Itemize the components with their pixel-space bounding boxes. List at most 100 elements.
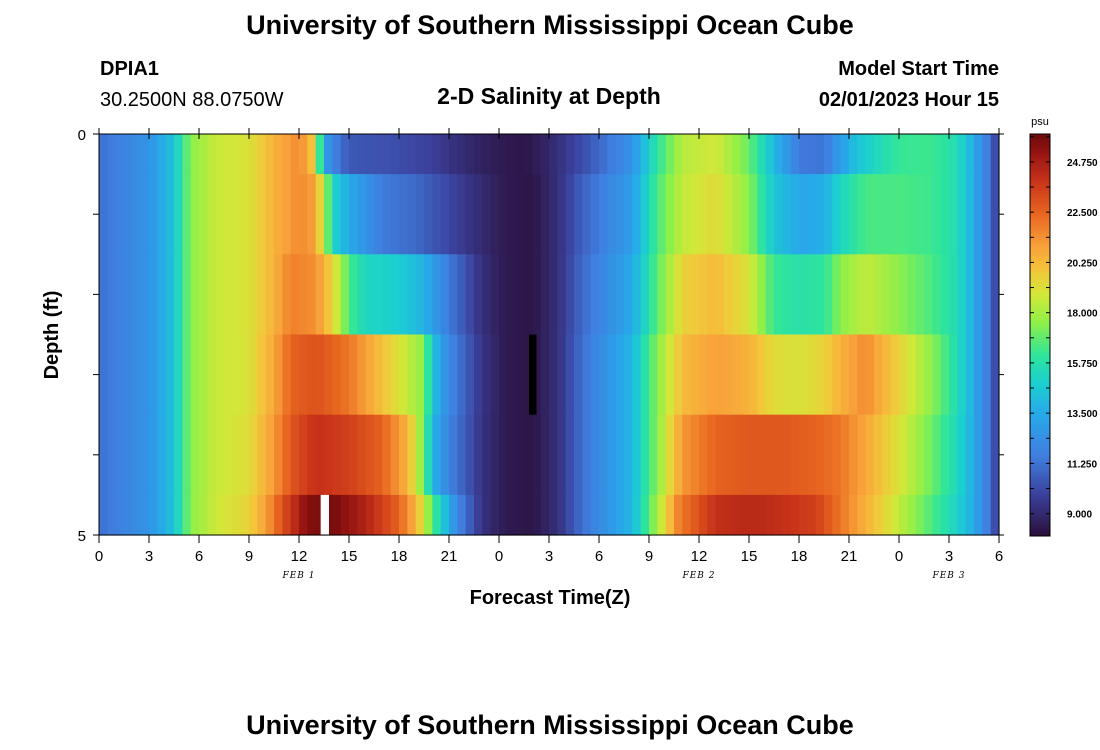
heat-cell	[407, 134, 417, 175]
heat-cell	[240, 254, 250, 336]
heat-cell	[857, 174, 867, 255]
heat-cell	[465, 494, 475, 536]
heat-cell	[199, 494, 208, 536]
heat-cell	[815, 254, 825, 336]
heat-cell	[524, 254, 533, 336]
heat-cell	[165, 414, 175, 496]
heat-cell	[849, 174, 858, 255]
heat-cell	[249, 494, 258, 536]
heat-cell	[990, 254, 1000, 336]
heat-cell	[724, 254, 733, 336]
heat-cell	[990, 174, 1000, 255]
heat-cell	[907, 254, 917, 336]
heat-cell	[757, 174, 767, 255]
heat-cell	[699, 414, 708, 496]
heat-cell	[624, 494, 633, 536]
heat-cell	[607, 334, 617, 416]
heat-cell	[249, 134, 258, 175]
heat-cell	[682, 494, 692, 536]
model-start-time: 02/01/2023 Hour 15	[819, 89, 999, 111]
heat-cell	[265, 334, 275, 416]
heat-cell	[290, 254, 300, 336]
heat-cell	[515, 334, 525, 416]
heat-cell	[140, 134, 150, 175]
heat-cell	[165, 134, 175, 175]
heat-cell	[915, 414, 925, 496]
heat-cell	[590, 174, 600, 255]
heat-cell	[132, 254, 142, 336]
heat-cell	[482, 334, 492, 416]
heat-cell	[407, 254, 417, 336]
heat-cell	[165, 494, 175, 536]
heat-cell	[382, 414, 392, 496]
heat-cell	[424, 494, 433, 536]
heat-cell	[224, 334, 233, 416]
heat-cell	[715, 134, 725, 175]
heat-cell	[690, 414, 700, 496]
heat-cell	[299, 494, 308, 536]
heat-cell	[340, 254, 350, 336]
heat-cell	[815, 414, 825, 496]
heat-cell	[699, 174, 708, 255]
heat-cell	[874, 174, 883, 255]
heat-cell	[415, 334, 425, 416]
heat-cell	[482, 254, 492, 336]
heat-cell	[215, 414, 225, 496]
heat-cell	[415, 134, 425, 175]
heat-cell	[957, 494, 967, 536]
heat-cell	[924, 494, 933, 536]
heat-cell	[957, 174, 967, 255]
heat-cell	[840, 334, 850, 416]
heat-cell	[649, 494, 658, 536]
colorbar-tick-label: 18.000	[1067, 309, 1098, 320]
heat-cell	[574, 134, 583, 175]
heat-cell	[815, 494, 825, 536]
x-tick-label: 21	[441, 548, 458, 565]
heat-cell	[315, 174, 325, 255]
heat-cell	[107, 414, 117, 496]
heat-cell	[357, 174, 367, 255]
heat-cell	[374, 494, 383, 536]
heat-cell	[915, 254, 925, 336]
heat-cell	[265, 134, 275, 175]
heat-cell	[490, 134, 500, 175]
heat-cell	[832, 494, 842, 536]
heat-cell	[232, 174, 242, 255]
x-tick-label: 3	[145, 548, 153, 565]
heat-cell	[99, 494, 108, 536]
heat-cell	[707, 334, 717, 416]
heat-cell	[190, 494, 200, 536]
heat-cell	[199, 174, 208, 255]
heat-cell	[315, 134, 325, 175]
heat-cell	[865, 334, 875, 416]
colorbar-tick-label: 9.000	[1067, 510, 1092, 521]
heat-cell	[657, 174, 667, 255]
heat-cell	[932, 134, 942, 175]
heatmap-cells	[99, 134, 1000, 536]
heat-cell	[882, 254, 892, 336]
heat-cell	[382, 134, 392, 175]
x-tick-label: 12	[291, 548, 308, 565]
heat-cell	[632, 254, 642, 336]
heat-cell	[915, 134, 925, 175]
heat-cell	[899, 254, 908, 336]
heat-cell	[540, 414, 550, 496]
heat-cell	[332, 494, 342, 536]
station-coordinates: 30.2500N 88.0750W	[100, 89, 284, 111]
heat-cell	[815, 334, 825, 416]
heat-cell	[307, 414, 317, 496]
heat-cell	[949, 414, 958, 496]
heat-cell	[174, 254, 183, 336]
heat-cell	[482, 494, 492, 536]
heat-cell	[424, 174, 433, 255]
heat-cell	[524, 174, 533, 255]
heat-cell	[182, 174, 192, 255]
heat-cell	[607, 494, 617, 536]
heat-cell	[357, 334, 367, 416]
heat-cell	[907, 174, 917, 255]
heat-cell	[99, 414, 108, 496]
heat-cell	[182, 494, 192, 536]
heat-cell	[574, 414, 583, 496]
heat-cell	[515, 494, 525, 536]
heat-cell	[340, 174, 350, 255]
